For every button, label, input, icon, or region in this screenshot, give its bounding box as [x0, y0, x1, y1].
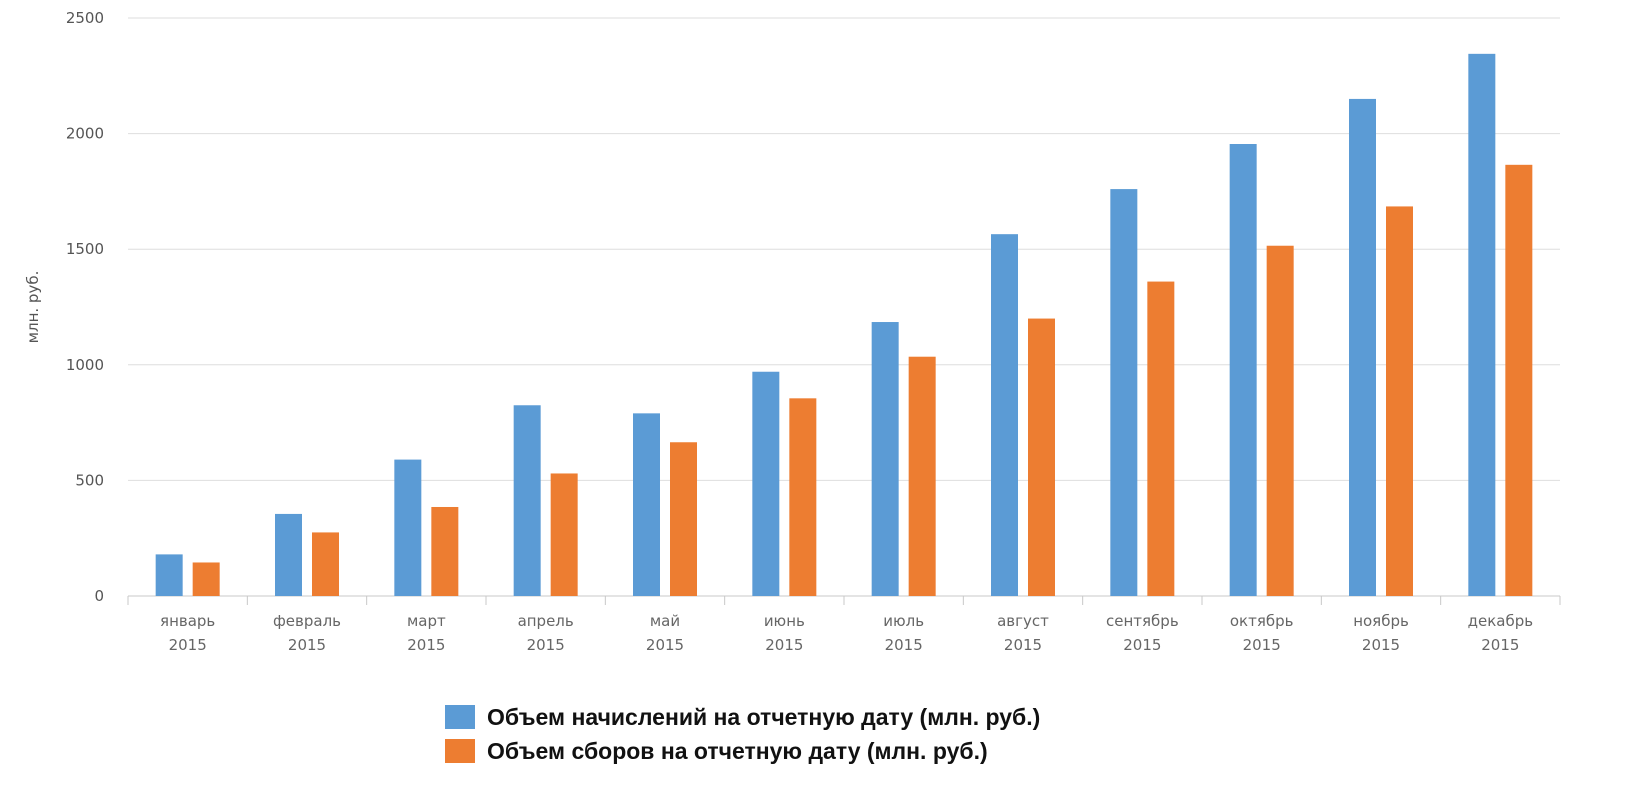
x-tick-label: январь 2015	[160, 612, 215, 654]
x-tick-label: сентябрь 2015	[1106, 612, 1179, 654]
bar-series-2-1[interactable]	[192, 562, 220, 596]
bar-series-1-11[interactable]	[1349, 98, 1376, 597]
x-tick-label: март 2015	[407, 612, 446, 654]
x-tick-label: апрель 2015	[518, 612, 574, 654]
x-tick-label: февраль 2015	[273, 612, 341, 654]
bar-series-2-11[interactable]	[1386, 206, 1413, 597]
bar-series-2-2[interactable]	[312, 532, 339, 596]
x-tick-label: август 2015	[997, 612, 1049, 654]
bar-series-1-10[interactable]	[1229, 144, 1257, 596]
legend-swatch-accruals	[445, 705, 475, 729]
x-tick-label: май 2015	[646, 612, 684, 654]
legend-item-collections[interactable]: Объем сборов на отчетную дату (млн. руб.…	[445, 734, 1040, 768]
bar-series-1-9[interactable]	[1110, 189, 1138, 596]
bar-series-2-10[interactable]	[1266, 245, 1294, 596]
x-tick-label: октябрь 2015	[1230, 612, 1294, 654]
legend-item-accruals[interactable]: Объем начислений на отчетную дату (млн. …	[445, 700, 1040, 734]
bar-series-1-3[interactable]	[394, 459, 422, 596]
legend-label-accruals: Объем начислений на отчетную дату (млн. …	[487, 703, 1041, 730]
bar-series-1-6[interactable]	[752, 371, 780, 596]
x-tick-label: декабрь 2015	[1468, 612, 1533, 654]
bar-series-1-8[interactable]	[991, 234, 1018, 596]
bar-series-2-7[interactable]	[908, 356, 936, 596]
bar-series-1-4[interactable]	[513, 405, 541, 596]
bar-series-2-8[interactable]	[1028, 318, 1055, 596]
bar-series-1-1[interactable]	[155, 554, 183, 596]
y-tick-label: 2500	[66, 9, 104, 27]
bar-series-2-5[interactable]	[670, 442, 697, 596]
y-tick-label: 2000	[66, 125, 104, 143]
bar-series-2-12[interactable]	[1505, 164, 1533, 596]
x-tick-label: июль 2015	[883, 612, 924, 654]
y-tick-label: 1000	[66, 356, 104, 374]
y-tick-label: 0	[94, 587, 104, 605]
bar-series-1-5[interactable]	[633, 413, 660, 596]
bar-series-2-9[interactable]	[1147, 281, 1175, 596]
bar-series-2-3[interactable]	[431, 506, 459, 596]
bar-series-2-4[interactable]	[550, 473, 578, 596]
bars	[155, 53, 1533, 597]
gridlines	[128, 17, 1560, 597]
y-axis-ticks: 0 500 1000 1500 2000 2500	[66, 9, 104, 605]
bar-series-2-6[interactable]	[789, 398, 817, 596]
bar-series-1-2[interactable]	[275, 513, 302, 596]
legend-swatch-collections	[445, 739, 475, 763]
bar-series-1-12[interactable]	[1468, 53, 1496, 596]
y-tick-label: 1500	[66, 240, 104, 258]
legend-label-collections: Объем сборов на отчетную дату (млн. руб.…	[487, 737, 988, 764]
y-tick-label: 500	[75, 471, 104, 489]
x-tick-label: июнь 2015	[764, 612, 805, 654]
bar-series-1-7[interactable]	[871, 322, 899, 596]
legend: Объем начислений на отчетную дату (млн. …	[445, 700, 1040, 768]
y-axis-title: млн. руб.	[24, 271, 42, 344]
x-axis: январь 2015 февраль 2015 март 2015 апрель 2015 м…	[127, 596, 1561, 654]
x-tick-label: ноябрь 2015	[1353, 612, 1409, 654]
bar-chart: 0 500 1000 1500 2000 2500 январь 2015 февраль 20…	[24, 9, 1561, 654]
